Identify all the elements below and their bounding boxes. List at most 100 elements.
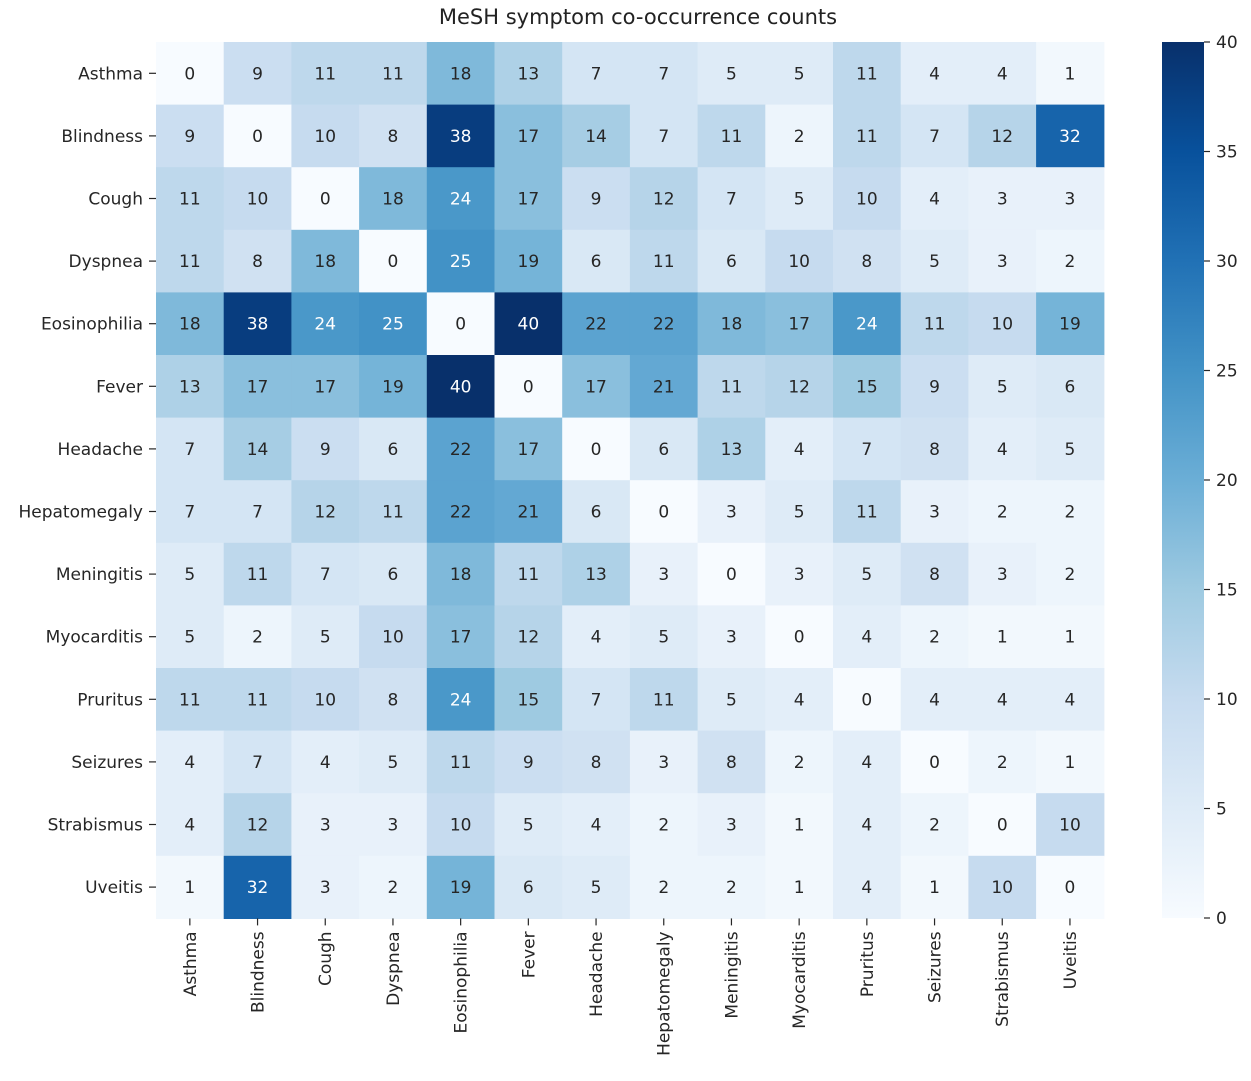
cell-value-label: 5 (320, 628, 331, 648)
heatmap-cell (765, 104, 834, 168)
cell-value-label: 19 (450, 878, 472, 898)
colorbar-tick-label: 15 (1216, 581, 1238, 601)
cell-value-label: 2 (1065, 252, 1076, 272)
heatmap-cell (900, 104, 969, 168)
cell-value-label: 3 (726, 503, 737, 523)
cell-value-label: 18 (450, 565, 472, 585)
cell-value-label: 0 (184, 64, 195, 84)
heatmap-cell (359, 730, 428, 794)
cell-value-label: 8 (929, 440, 940, 460)
cell-value-label: 0 (658, 503, 669, 523)
cell-value-label: 21 (653, 377, 675, 397)
cell-value-label: 4 (929, 64, 940, 84)
heatmap-cell (629, 730, 699, 794)
heatmap-cell (494, 605, 563, 669)
column-label: Blindness (249, 931, 269, 1013)
cell-value-label: 13 (585, 565, 607, 585)
heatmap-cell (1036, 668, 1105, 732)
heatmap-cell (156, 104, 225, 168)
heatmap-cell (562, 542, 631, 606)
heatmap-cell (494, 355, 563, 419)
cell-value-label: 9 (523, 753, 534, 773)
heatmap-cell (426, 855, 496, 919)
heatmap-cell (291, 292, 360, 356)
heatmap-cell (697, 229, 766, 293)
heatmap-cell (629, 229, 699, 293)
heatmap-cell (156, 167, 225, 231)
heatmap-cell (968, 605, 1037, 669)
heatmap-cell (765, 42, 834, 106)
heatmap-cell (629, 480, 699, 544)
heatmap-cell (900, 417, 969, 481)
cell-value-label: 12 (518, 628, 540, 648)
cell-value-label: 7 (658, 64, 669, 84)
cell-value-label: 13 (518, 64, 540, 84)
cell-value-label: 9 (252, 64, 263, 84)
cell-value-label: 4 (184, 816, 195, 836)
cell-value-label: 11 (179, 252, 201, 272)
heatmap-cell (223, 668, 292, 732)
cell-value-label: 7 (252, 753, 263, 773)
cell-value-label: 11 (924, 315, 946, 335)
heatmap-cell (900, 855, 969, 919)
heatmap-cell (697, 793, 766, 857)
cell-value-label: 12 (991, 127, 1013, 147)
heatmap-cell (223, 542, 292, 606)
cell-value-label: 18 (721, 315, 743, 335)
heatmap-cell (223, 855, 292, 919)
cell-value-label: 19 (1059, 315, 1081, 335)
heatmap-cell (291, 855, 360, 919)
heatmap-cell (697, 480, 766, 544)
column-label: Strabismus (993, 931, 1013, 1027)
cell-value-label: 40 (518, 315, 540, 335)
column-label: Dyspnea (384, 931, 404, 1005)
heatmap-cell (697, 417, 766, 481)
heatmap-cell (1036, 542, 1105, 606)
heatmap-cell (494, 542, 563, 606)
cell-value-label: 3 (726, 628, 737, 648)
heatmap-cell (359, 480, 428, 544)
heatmap-cell (426, 605, 496, 669)
row-labels: Asthma Blindness Cough Dyspnea Eosinophilia F… (18, 64, 156, 898)
heatmap-cell (359, 42, 428, 106)
cell-value-label: 11 (721, 127, 743, 147)
heatmap-cell (629, 855, 699, 919)
cell-value-label: 3 (726, 816, 737, 836)
heatmap-cell (1036, 229, 1105, 293)
cell-value-label: 22 (585, 315, 607, 335)
heatmap-cell (426, 668, 496, 732)
row-label: Uveitis (85, 878, 143, 898)
cell-value-label: 9 (184, 127, 195, 147)
cell-value-label: 7 (726, 190, 737, 210)
cell-value-label: 1 (1065, 753, 1076, 773)
cell-value-label: 0 (523, 377, 534, 397)
heatmap-cell (697, 167, 766, 231)
cell-value-label: 10 (991, 315, 1013, 335)
heatmap-cell (494, 480, 563, 544)
row-label: Strabismus (48, 816, 144, 836)
cell-value-label: 9 (320, 440, 331, 460)
heatmap-cell (494, 417, 563, 481)
heatmap-cell (223, 42, 292, 106)
heatmap-cell (562, 480, 631, 544)
colorbar-tick-label: 35 (1216, 143, 1238, 163)
heatmap-cell (223, 355, 292, 419)
heatmap-cell (562, 417, 631, 481)
heatmap-cell (1036, 104, 1105, 168)
heatmap-cell (562, 855, 631, 919)
cell-value-label: 2 (929, 628, 940, 648)
cell-value-label: 3 (997, 190, 1008, 210)
heatmap-cell (223, 292, 292, 356)
cell-value-label: 9 (929, 377, 940, 397)
cell-value-label: 1 (1065, 64, 1076, 84)
heatmap-cells: 0 9 11 11 18 13 7 7 5 5 11 4 4 19 0 10 8 38 17 14 7 11 2 11 7 12 3… (156, 42, 1105, 919)
heatmap-cell (156, 542, 225, 606)
cell-value-label: 0 (455, 315, 466, 335)
heatmap-cell (426, 730, 496, 794)
heatmap-cell (629, 668, 699, 732)
cell-value-label: 8 (726, 753, 737, 773)
cell-value-label: 2 (929, 816, 940, 836)
cell-value-label: 38 (247, 315, 269, 335)
heatmap-cell (968, 417, 1037, 481)
